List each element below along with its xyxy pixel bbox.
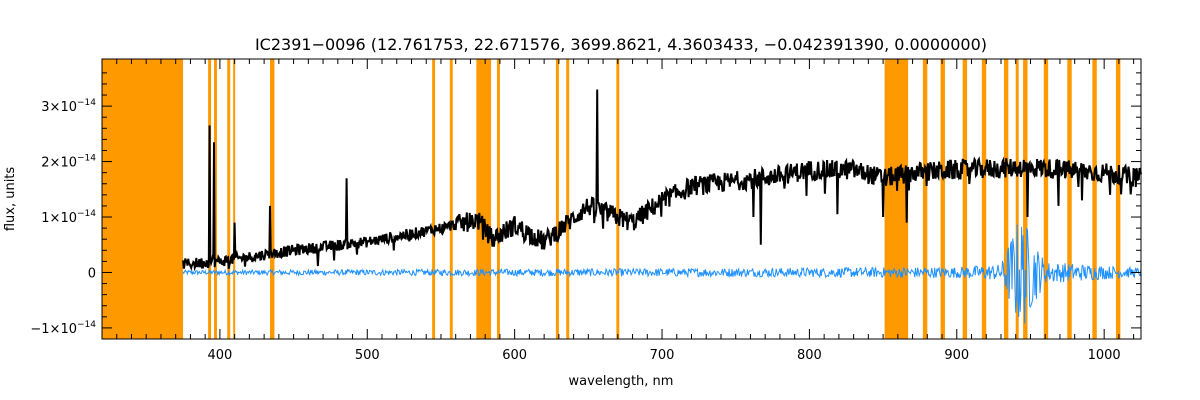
masked-region-6	[432, 59, 436, 339]
masked-region-18	[1003, 59, 1009, 339]
y-tick-label: 2×10−14	[41, 154, 96, 171]
masked-region-13	[884, 59, 909, 339]
x-axis-label: wavelength, nm	[569, 374, 674, 389]
masked-region-8	[476, 59, 492, 339]
axis-ticks: 400 500 600 700 800 900 1000 −1×10−14 0 1×10−14 2×…	[30, 59, 1141, 363]
plot-frame	[101, 58, 1142, 340]
y-tick-label: −1×10−14	[30, 320, 96, 337]
x-tick-label: 500	[355, 348, 380, 363]
x-tick-label: 900	[944, 348, 969, 363]
masked-region-10	[555, 59, 559, 339]
series-noise-line	[182, 224, 1142, 324]
masked-region-19	[1015, 59, 1019, 339]
series-flux-line	[182, 89, 1142, 272]
y-tick-label: 1×10−14	[41, 209, 96, 226]
x-tick-label: 700	[650, 348, 675, 363]
series-layer	[182, 89, 1142, 324]
masked-region-3	[227, 59, 231, 339]
masked-region-11	[566, 59, 570, 339]
masked-region-23	[1092, 59, 1097, 339]
x-tick-label: 400	[207, 348, 232, 363]
x-tick-label: 600	[502, 348, 527, 363]
x-tick-label: 1000	[1088, 348, 1121, 363]
masked-region-0	[102, 59, 184, 339]
masked-region-24	[1115, 59, 1121, 339]
masked-region-7	[449, 59, 453, 339]
masked-region-9	[496, 59, 500, 339]
masked-region-12	[616, 59, 620, 339]
y-tick-label: 0	[88, 266, 96, 281]
masked-region-5	[270, 59, 275, 339]
masked-region-4	[233, 59, 236, 339]
y-tick-label: 3×10−14	[41, 98, 96, 115]
masked-region-15	[940, 59, 945, 339]
chart-title: IC2391−0096 (12.761753, 22.671576, 3699.…	[255, 35, 987, 54]
masked-region-21	[1043, 59, 1049, 339]
masked-region-16	[962, 59, 968, 339]
masked-region-22	[1067, 59, 1072, 339]
masked-regions	[102, 59, 1121, 339]
y-axis-label: flux, units	[3, 167, 18, 232]
masked-region-2	[214, 59, 217, 339]
x-tick-label: 800	[797, 348, 822, 363]
masked-region-20	[1023, 59, 1028, 339]
masked-region-17	[981, 59, 987, 339]
masked-region-14	[922, 59, 928, 339]
